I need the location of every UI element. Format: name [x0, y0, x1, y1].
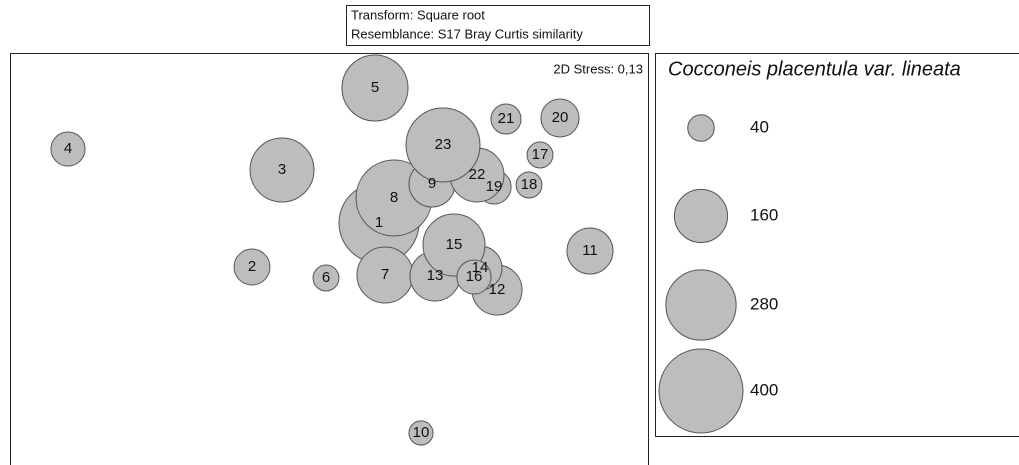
point-label: 3 — [278, 161, 286, 178]
legend-label: 160 — [750, 205, 778, 224]
point-label: 9 — [428, 175, 436, 192]
bubble — [249, 137, 315, 203]
point-label: 18 — [521, 176, 538, 193]
bubble — [408, 420, 434, 446]
point-label: 19 — [486, 178, 503, 195]
bubble — [515, 171, 543, 199]
header-line: Resemblance: S17 Bray Curtis similarity — [351, 26, 583, 41]
point-label: 20 — [552, 109, 569, 126]
point-label: 2 — [248, 258, 256, 275]
point-label: 5 — [371, 79, 379, 96]
plot-frame — [10, 53, 649, 465]
legend-bubble — [687, 114, 715, 142]
bubble — [405, 107, 481, 183]
point-label: 11 — [582, 242, 598, 259]
legend-label: 280 — [750, 294, 778, 313]
legend-label: 40 — [750, 117, 769, 136]
bubble — [566, 227, 614, 275]
legend-label: 400 — [750, 380, 778, 399]
point-label: 12 — [489, 281, 506, 298]
point-label: 7 — [381, 266, 389, 283]
point-label: 17 — [532, 146, 549, 163]
point-label: 16 — [466, 268, 483, 285]
bubble — [233, 248, 271, 286]
bubble — [526, 141, 554, 169]
bubble — [312, 264, 340, 292]
bubble — [456, 259, 492, 295]
legend-bubble — [673, 188, 729, 244]
point-label: 21 — [498, 110, 515, 127]
legend-bubble — [665, 269, 737, 341]
legend-title: Cocconeis placentula var. lineata — [668, 58, 961, 80]
bubble — [341, 54, 409, 122]
point-label: 4 — [64, 140, 72, 157]
point-label: 22 — [469, 166, 486, 183]
point-label: 6 — [322, 269, 330, 286]
bubble — [540, 98, 580, 138]
point-label: 8 — [390, 189, 398, 206]
point-label: 1 — [375, 214, 383, 231]
point-label: 15 — [446, 236, 463, 253]
bubble — [50, 131, 86, 167]
point-label: 14 — [472, 259, 489, 276]
legend-box — [655, 53, 1019, 437]
point-label: 10 — [413, 424, 430, 441]
stress-label: 2D Stress: 0,13 — [553, 61, 643, 76]
legend-bubble — [658, 348, 744, 434]
header-box — [346, 5, 650, 46]
point-label: 23 — [435, 136, 452, 153]
bubble — [490, 103, 522, 135]
header-line: Transform: Square root — [351, 7, 485, 22]
point-label: 13 — [427, 267, 444, 284]
